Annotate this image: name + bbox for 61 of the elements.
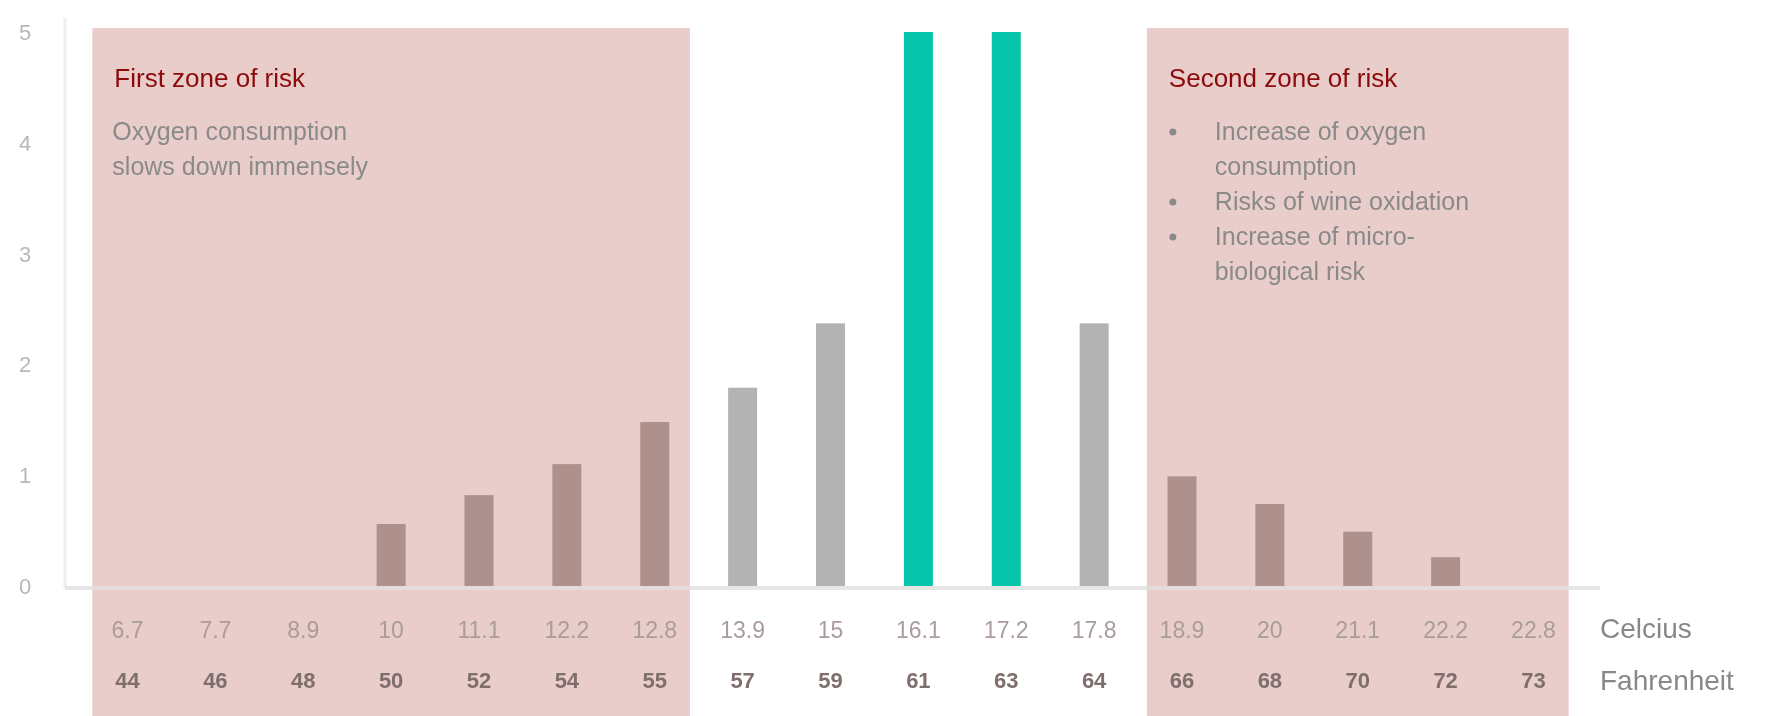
- bar: [464, 495, 494, 586]
- bar: [991, 32, 1021, 586]
- text: 46: [203, 668, 228, 693]
- bar: [1167, 476, 1197, 586]
- text: 72: [1433, 668, 1458, 693]
- x-tick-label: 20: [1257, 617, 1283, 643]
- text: 57: [730, 668, 755, 693]
- x-tick-label: 13.9: [720, 617, 766, 643]
- x-tick-label: 16.1: [895, 617, 941, 643]
- bar: [816, 323, 845, 586]
- text: 68: [1257, 668, 1283, 693]
- x-tick-label: 12.2: [544, 617, 590, 643]
- y-tick-label: 0: [18, 574, 32, 599]
- band-label: Second zone of risk: [1168, 63, 1399, 93]
- y-tick-label: 1: [18, 463, 32, 489]
- x-tick-label: 22.2: [1423, 617, 1469, 643]
- text: 44: [115, 668, 141, 693]
- text: 61: [906, 668, 931, 693]
- bar: [1431, 557, 1461, 586]
- y-tick-label: 2: [18, 352, 32, 378]
- bar: [903, 32, 933, 586]
- text: 48: [291, 668, 316, 693]
- bar: [552, 464, 582, 586]
- text: 66: [1169, 668, 1195, 693]
- bar: [1255, 504, 1285, 586]
- band-label: First zone of risk: [114, 63, 307, 93]
- annotation: Increase of oxygen consumption: [1214, 117, 1427, 180]
- bar: [376, 523, 406, 586]
- bar: [728, 387, 758, 586]
- x-tick-label: 17.2: [983, 617, 1029, 643]
- x-tick-label: 7.7: [199, 617, 232, 643]
- text: 64: [1081, 668, 1108, 693]
- text: 54: [554, 668, 580, 693]
- x-tick-label: 10: [378, 617, 404, 643]
- text: 70: [1345, 668, 1370, 693]
- x-tick-label: 12.8: [632, 617, 678, 643]
- x-tick-label: 11.1: [457, 617, 501, 643]
- text: 73: [1521, 668, 1546, 693]
- text: 55: [642, 668, 667, 693]
- x-tick-label: 18.9: [1159, 617, 1205, 643]
- x-tick-label: 17.8: [1071, 617, 1117, 643]
- bar: [1343, 531, 1373, 586]
- x-tick-label: 15: [817, 617, 844, 643]
- x-axis-title: Celcius: [1600, 613, 1692, 644]
- x-tick-label: 6.7: [111, 617, 144, 643]
- y-tick-label: 5: [18, 20, 32, 45]
- annotation: Risks of wine oxidation: [1214, 187, 1470, 215]
- x-tick-label: 21.1: [1335, 617, 1381, 643]
- text: 59: [818, 668, 843, 693]
- x-tick-label: 8.9: [287, 617, 320, 643]
- y-tick-label: 4: [18, 130, 32, 156]
- text: 63: [994, 668, 1019, 693]
- bar: [640, 422, 670, 586]
- text: 52: [466, 668, 492, 693]
- annotation: Increase of micro-biological risk: [1214, 222, 1415, 285]
- x-tick-label: 22.8: [1511, 617, 1556, 643]
- text: 50: [378, 668, 404, 693]
- bar: [1079, 323, 1109, 586]
- text: Fahrenheit: [1600, 665, 1735, 696]
- y-tick-label: 3: [18, 241, 32, 267]
- annotation: Oxygen consumption slows down immensely: [112, 117, 369, 180]
